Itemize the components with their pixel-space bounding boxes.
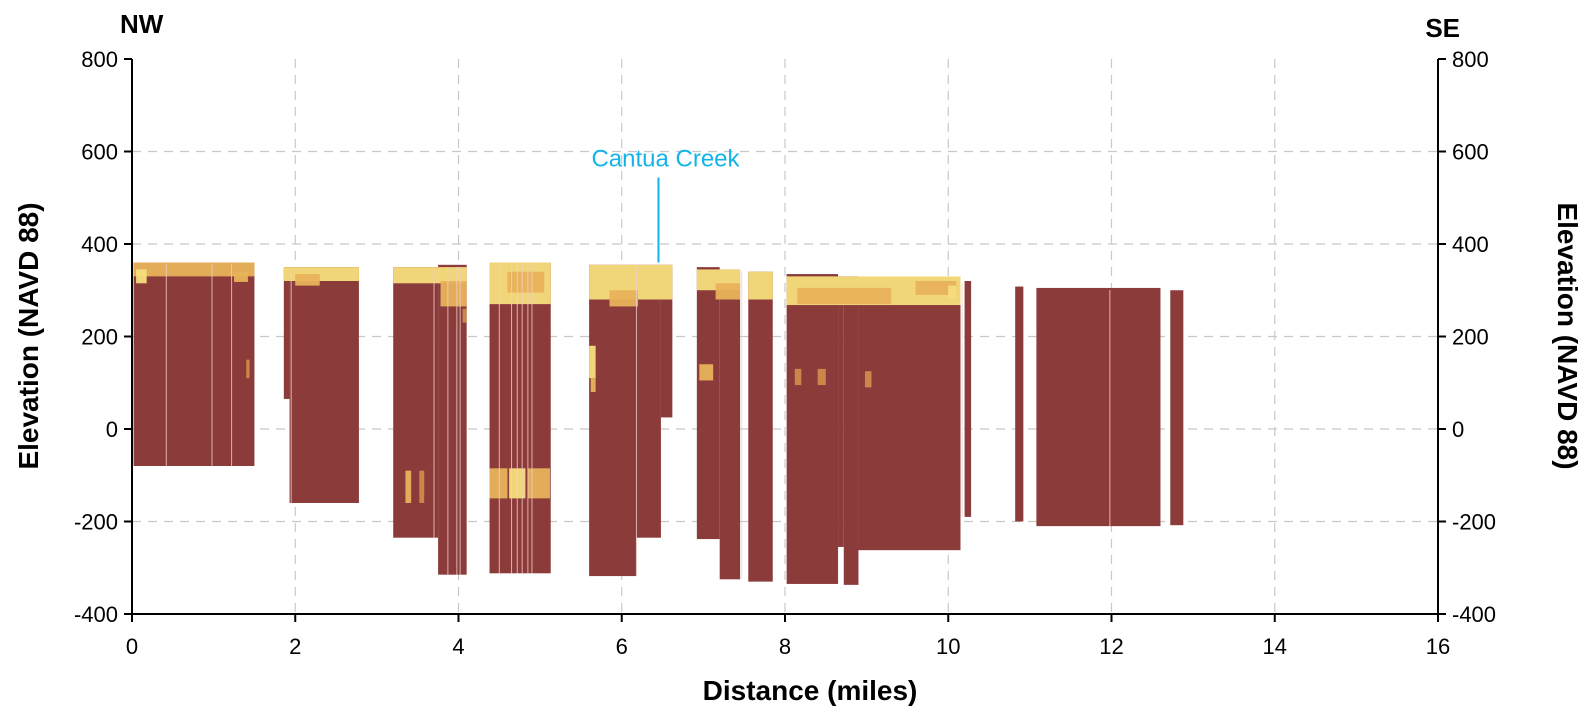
lithology-patch <box>440 281 467 307</box>
y-tick-label-right: 400 <box>1452 232 1489 257</box>
y-axis-title-left: Elevation (NAVD 88) <box>13 202 44 469</box>
profile-segment <box>393 267 439 538</box>
tick-labels: 0 2 4 6 8 10 12 14 16-400-2000200400600800-400-2… <box>74 47 1496 659</box>
lithology-patch <box>405 470 412 503</box>
lithology-patches <box>133 262 961 503</box>
lithology-patch <box>609 290 639 307</box>
annotations: Cantua Creek <box>591 146 741 263</box>
lithology-patch <box>283 267 359 281</box>
axes <box>124 58 1446 622</box>
y-tick-label-left: 200 <box>81 325 118 350</box>
profile-segment <box>838 276 844 547</box>
y-tick-label-right: 600 <box>1452 140 1489 165</box>
profile-segment <box>289 267 359 503</box>
x-tick-label: 0 <box>126 634 138 659</box>
x-tick-label: 12 <box>1099 634 1123 659</box>
y-tick-label-left: 400 <box>81 232 118 257</box>
profile-segment <box>438 264 467 575</box>
lithology-patch <box>133 262 255 277</box>
lithology-patch <box>590 378 596 392</box>
profile-segment <box>748 271 773 582</box>
x-axis-title: Distance (miles) <box>703 675 918 706</box>
profile-segment <box>696 267 720 540</box>
lithology-patch <box>915 281 957 295</box>
x-tick-label: 6 <box>616 634 628 659</box>
segment-gap-lines <box>165 264 1111 580</box>
se-direction-label: SE <box>1425 13 1460 43</box>
profile-segment <box>843 276 859 585</box>
lithology-patch <box>462 308 467 323</box>
y-tick-label-right: 0 <box>1452 417 1464 442</box>
lithology-patch <box>715 283 741 300</box>
profile-segment <box>660 264 673 418</box>
x-tick-label: 4 <box>452 634 464 659</box>
y-tick-label-left: -200 <box>74 510 118 535</box>
profile-segment <box>719 269 741 580</box>
x-tick-label: 14 <box>1263 634 1287 659</box>
lithology-patch <box>864 371 872 388</box>
lithology-patch <box>234 271 248 282</box>
profile-segment <box>1170 290 1184 526</box>
profile-segment <box>786 274 839 584</box>
profile-segment <box>489 262 551 574</box>
profile-segment <box>133 262 255 466</box>
profile-segment <box>1015 286 1024 522</box>
lithology-patch <box>797 287 892 305</box>
profile-segment <box>964 281 972 517</box>
profile-segments <box>133 262 1184 585</box>
profile-segment <box>283 267 290 399</box>
cantua-creek-label: Cantua Creek <box>591 146 740 173</box>
lithology-patch <box>748 271 773 300</box>
profile-segment <box>589 264 637 577</box>
y-axis-title-right: Elevation (NAVD 88) <box>1552 202 1583 469</box>
y-tick-label-left: 0 <box>106 417 118 442</box>
x-tick-label: 10 <box>936 634 960 659</box>
lithology-patch <box>136 269 147 284</box>
y-tick-label-right: 200 <box>1452 325 1489 350</box>
y-tick-label-left: 800 <box>81 47 118 72</box>
lithology-patch <box>817 368 826 386</box>
lithology-patch <box>699 364 714 381</box>
lithology-patch <box>507 271 545 293</box>
profile-segment <box>858 277 961 551</box>
y-tick-label-left: -400 <box>74 602 118 627</box>
y-tick-label-right: -400 <box>1452 602 1496 627</box>
x-tick-label: 16 <box>1426 634 1450 659</box>
y-tick-label-right: 800 <box>1452 47 1489 72</box>
lithology-patch <box>794 368 802 386</box>
lithology-patch <box>489 468 508 499</box>
y-tick-label-left: 600 <box>81 140 118 165</box>
nw-direction-label: NW <box>120 9 164 39</box>
lithology-patch <box>295 274 320 286</box>
lithology-patch <box>948 285 957 298</box>
x-tick-label: 8 <box>779 634 791 659</box>
profile-segment <box>636 264 661 538</box>
x-tick-label: 2 <box>289 634 301 659</box>
profile-segment <box>1036 287 1161 527</box>
lithology-patch <box>527 468 550 499</box>
lithology-patch <box>246 359 250 379</box>
y-tick-label-right: -200 <box>1452 510 1496 535</box>
lithology-patch <box>393 267 467 284</box>
lithology-patch <box>589 345 596 379</box>
lithology-patch <box>419 470 425 503</box>
